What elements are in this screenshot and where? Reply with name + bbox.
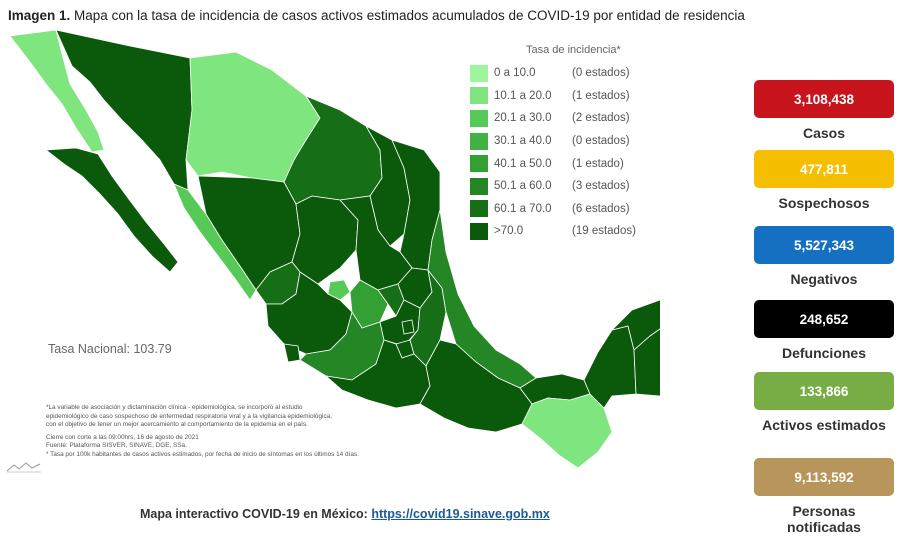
chart-logo-icon: [6, 462, 41, 473]
footnote-line: * Tasa por 100k habitantes de casos acti…: [46, 450, 359, 458]
state-aguascalientes[interactable]: [327, 279, 351, 301]
legend-range: 30.1 a 40.0: [494, 135, 552, 148]
legend-range: 0 a 10.0: [494, 67, 536, 80]
legend: Tasa de incidencia* 0 a 10.0 (0 estados)…: [470, 44, 670, 243]
legend-count: (3 estados): [572, 180, 630, 193]
stat-defunciones: 248,652 Defunciones: [754, 300, 894, 361]
legend-range: >70.0: [494, 225, 524, 238]
legend-swatch: [470, 109, 488, 127]
legend-swatch: [470, 222, 488, 240]
legend-count: (2 estados): [572, 112, 630, 125]
covid-map-link[interactable]: https://covid19.sinave.gob.mx: [371, 507, 550, 521]
stat-value: 9,113,592: [754, 458, 894, 496]
state-colima[interactable]: [283, 343, 301, 363]
state-campeche[interactable]: [583, 325, 637, 409]
stat-label: Activos estimados: [762, 417, 886, 433]
legend-swatch: [470, 177, 488, 195]
stat-value: 477,811: [754, 150, 894, 188]
legend-item: 50.1 a 60.0 (3 estados): [470, 175, 670, 198]
legend-item: 40.1 a 50.0 (1 estado): [470, 152, 670, 175]
legend-range: 60.1 a 70.0: [494, 202, 552, 215]
legend-swatch: [470, 155, 488, 173]
state-quintana-roo[interactable]: [633, 302, 660, 397]
footer-text: Mapa interactivo COVID-19 en México:: [140, 507, 368, 521]
state-cdmx[interactable]: [401, 319, 415, 335]
state-baja-california[interactable]: [9, 29, 105, 153]
legend-swatch: [470, 64, 488, 82]
mexico-map: [9, 29, 660, 469]
footnote-line: *La variable de asociación y dictaminaci…: [46, 404, 303, 411]
footnote-line: con el objetivo de tener un mejor acerca…: [46, 421, 308, 429]
legend-range: 10.1 a 20.0: [494, 89, 552, 102]
stat-casos: 3,108,438 Casos: [754, 80, 894, 141]
legend-count: (1 estados): [572, 89, 630, 102]
legend-title: Tasa de incidencia*: [526, 44, 621, 56]
footnote-line: Fuente: Plataforma SISVER, SINAVE, DGE, …: [46, 442, 187, 450]
footer: Mapa interactivo COVID-19 en México: htt…: [140, 507, 550, 521]
stat-value: 5,527,343: [754, 226, 894, 264]
state-chiapas[interactable]: [521, 393, 613, 469]
legend-item: 20.1 a 30.0 (2 estados): [470, 107, 670, 130]
legend-item: 10.1 a 20.0 (1 estados): [470, 85, 670, 108]
legend-swatch: [470, 87, 488, 105]
title-bold: Imagen 1.: [8, 8, 71, 23]
state-sinaloa[interactable]: [173, 183, 257, 301]
stat-value: 248,652: [754, 300, 894, 338]
legend-swatch: [470, 132, 488, 150]
legend-swatch: [470, 200, 488, 218]
stat-negativos: 5,527,343 Negativos: [754, 226, 894, 287]
stat-activos: 133,866 Activos estimados: [754, 372, 894, 433]
stat-sospechosos: 477,811 Sospechosos: [754, 150, 894, 211]
stat-label: Negativos: [790, 271, 858, 287]
title-rest: Mapa con la tasa de incidencia de casos …: [74, 8, 745, 23]
national-rate: Tasa Nacional: 103.79: [48, 342, 172, 356]
stat-label: Defunciones: [781, 345, 866, 361]
legend-count: (0 estados): [572, 135, 630, 148]
legend-range: 50.1 a 60.0: [494, 180, 552, 193]
state-veracruz[interactable]: [427, 209, 537, 389]
stat-notificadas: 9,113,592 Personas notificadas: [754, 458, 894, 535]
legend-count: (0 estados): [572, 67, 630, 80]
legend-item: 30.1 a 40.0 (0 estados): [470, 130, 670, 153]
stat-label: Sospechosos: [778, 195, 870, 211]
footnote-line: epidemiológico de caso sospechoso de enf…: [46, 412, 332, 420]
state-guerrero[interactable]: [324, 339, 431, 409]
legend-range: 20.1 a 30.0: [494, 112, 552, 125]
legend-item: 0 a 10.0 (0 estados): [470, 62, 670, 85]
legend-count: (19 estados): [572, 225, 636, 238]
state-zacatecas[interactable]: [291, 195, 359, 285]
stat-value: 3,108,438: [754, 80, 894, 118]
footnotes: *La variable de asociación y dictaminaci…: [46, 404, 446, 460]
legend-range: 40.1 a 50.0: [494, 157, 552, 170]
legend-item: >70.0 (19 estados): [470, 220, 670, 243]
stat-label: Personas notificadas: [787, 503, 861, 535]
gulf-coast-line: [445, 251, 475, 327]
legend-count: (1 estado): [572, 157, 624, 170]
page-title: Imagen 1. Mapa con la tasa de incidencia…: [8, 8, 745, 23]
state-baja-california-sur[interactable]: [44, 147, 179, 273]
stat-value: 133,866: [754, 372, 894, 410]
legend-item: 60.1 a 70.0 (6 estados): [470, 198, 670, 221]
footnote-line: Cierre con corte a las 09:00hrs, 16 de a…: [46, 433, 199, 441]
stat-label: Casos: [802, 125, 846, 141]
legend-count: (6 estados): [572, 202, 630, 215]
